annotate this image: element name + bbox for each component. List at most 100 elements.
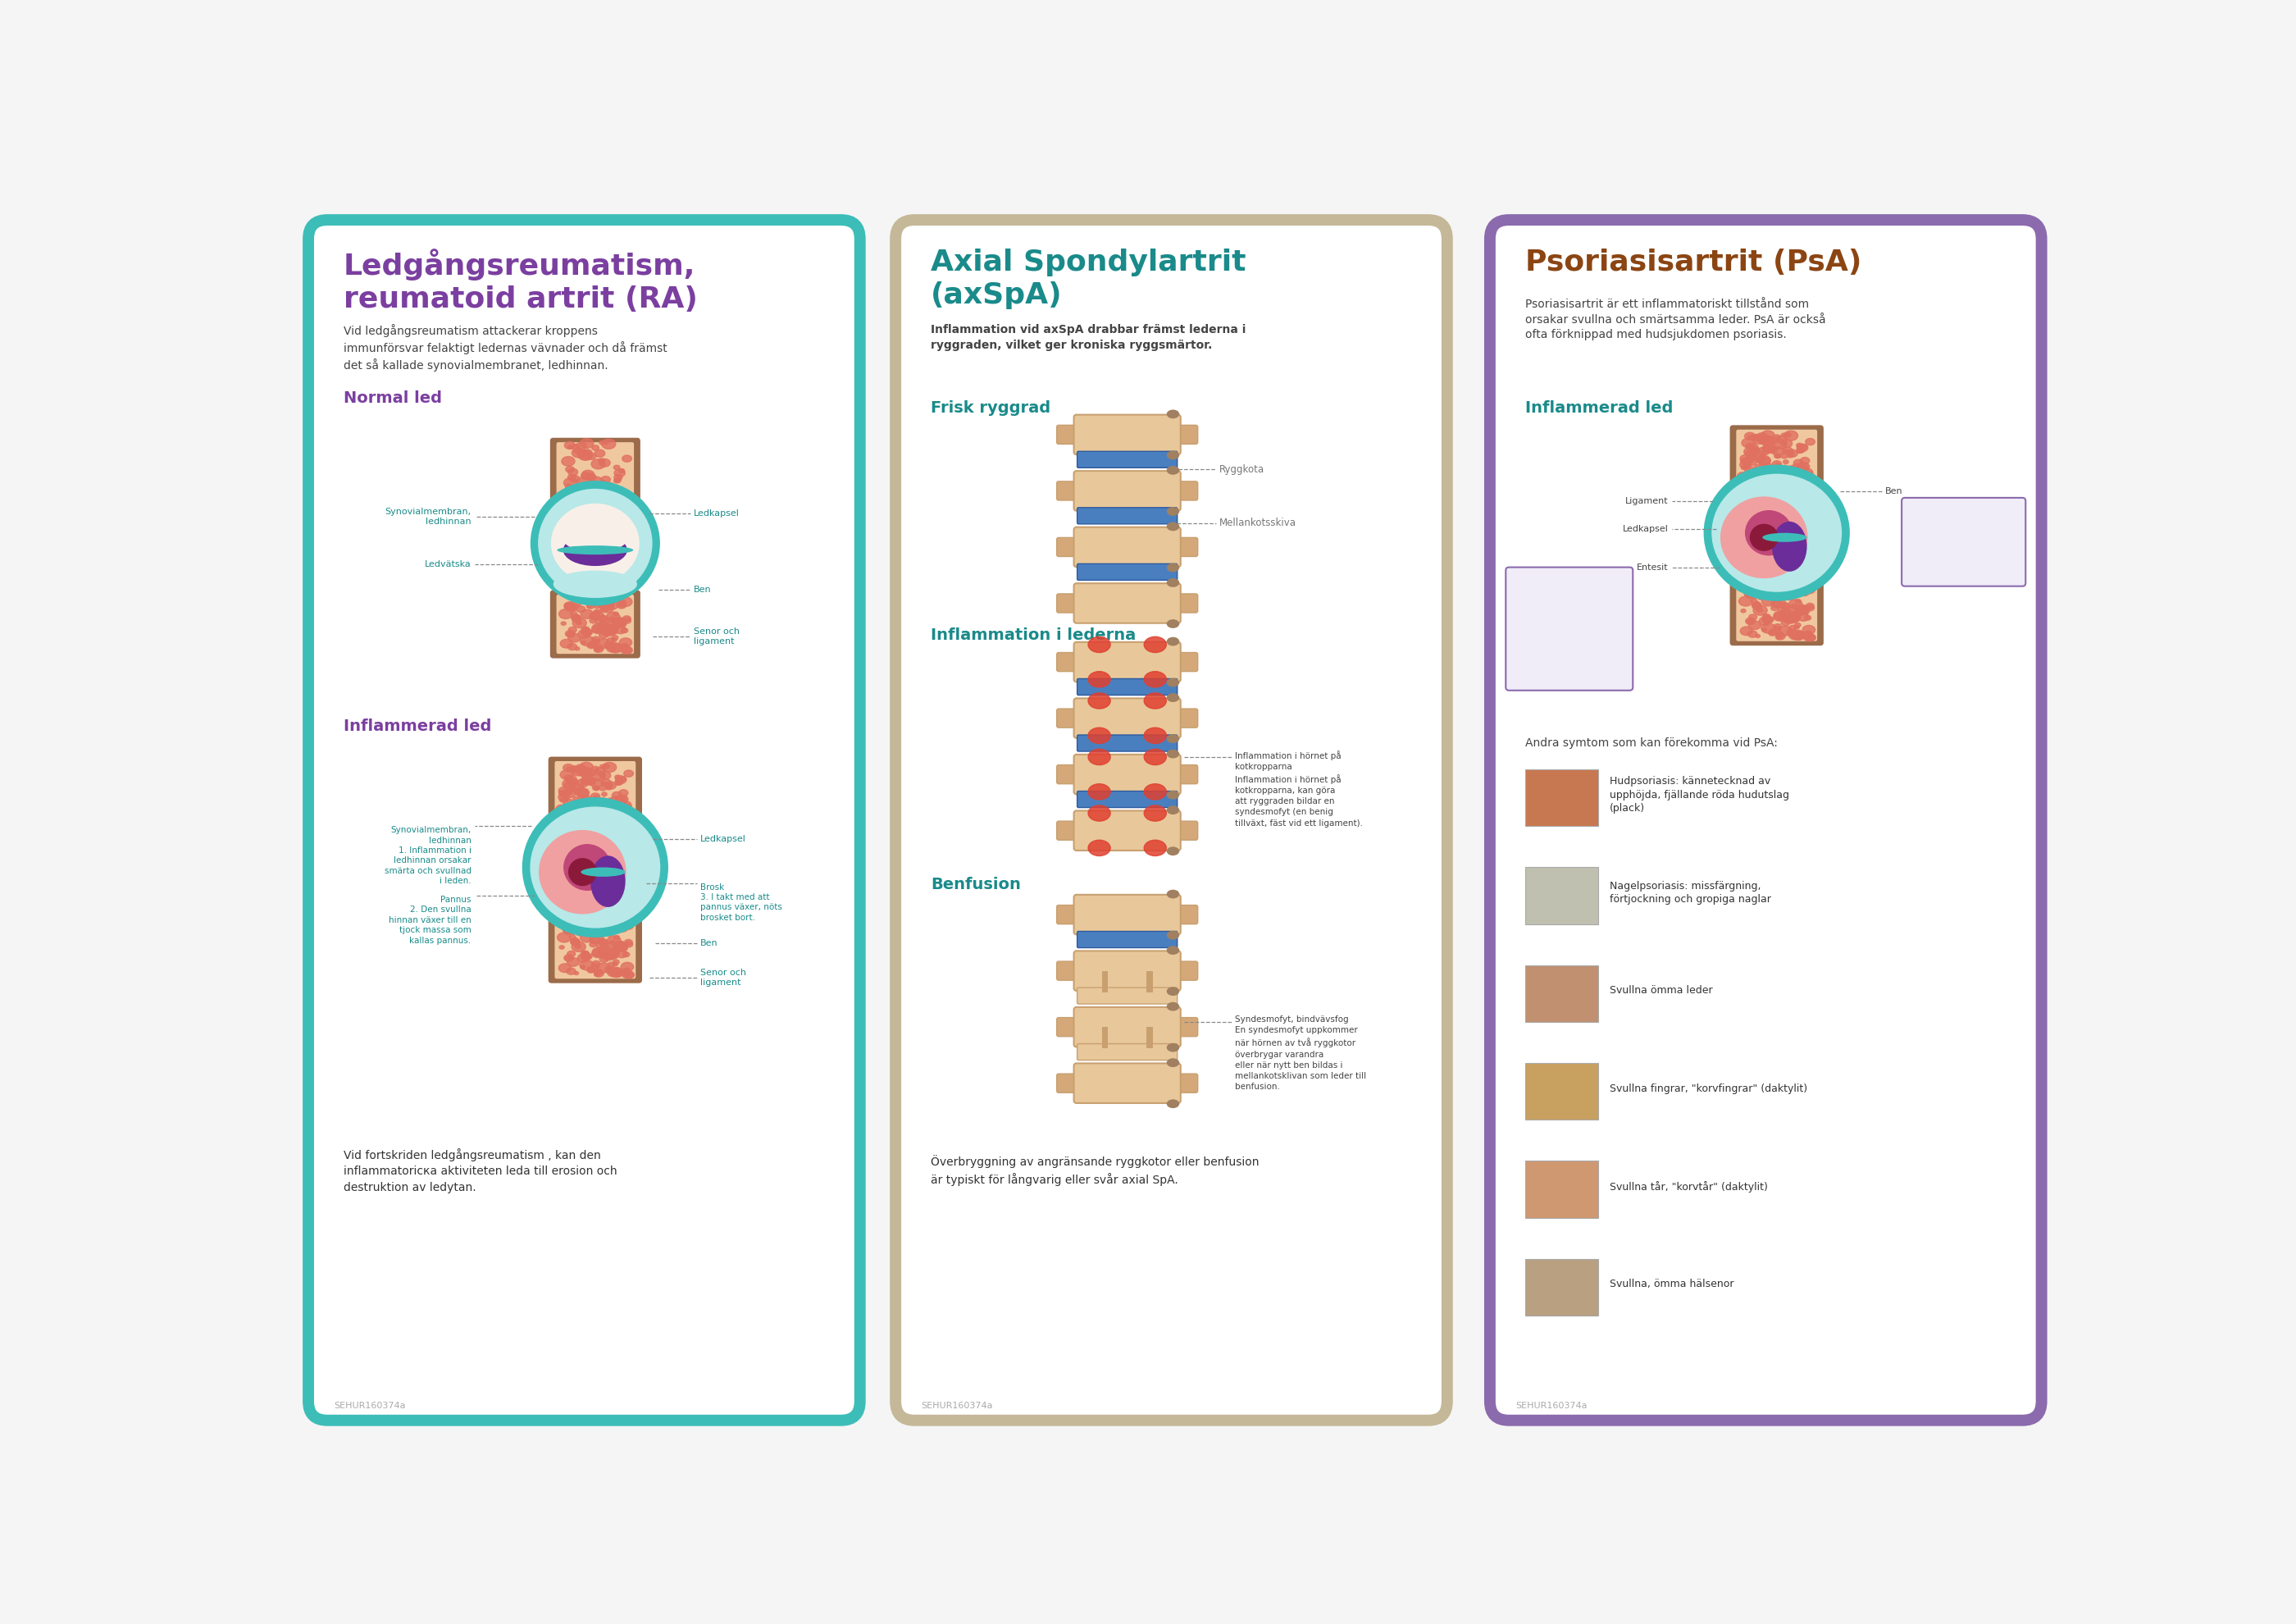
Ellipse shape: [592, 771, 606, 781]
Ellipse shape: [608, 806, 613, 809]
Ellipse shape: [1752, 469, 1759, 474]
Ellipse shape: [1750, 476, 1761, 484]
Ellipse shape: [1777, 604, 1791, 614]
Ellipse shape: [1143, 784, 1166, 799]
Ellipse shape: [592, 523, 604, 529]
Ellipse shape: [606, 952, 618, 960]
Ellipse shape: [1143, 693, 1166, 708]
Ellipse shape: [615, 950, 627, 958]
Ellipse shape: [567, 776, 576, 783]
Ellipse shape: [576, 929, 585, 935]
Ellipse shape: [622, 615, 631, 622]
FancyBboxPatch shape: [1056, 594, 1079, 612]
Ellipse shape: [615, 794, 629, 804]
Ellipse shape: [590, 815, 597, 820]
Ellipse shape: [1773, 435, 1779, 440]
Ellipse shape: [574, 646, 579, 650]
Ellipse shape: [565, 442, 574, 450]
Ellipse shape: [1779, 586, 1791, 596]
Ellipse shape: [558, 546, 634, 555]
Ellipse shape: [1791, 473, 1795, 476]
Ellipse shape: [563, 844, 611, 890]
Text: Svullna ömma leder: Svullna ömma leder: [1609, 986, 1713, 996]
Ellipse shape: [581, 934, 592, 942]
Ellipse shape: [615, 776, 627, 783]
Ellipse shape: [613, 810, 620, 815]
Ellipse shape: [563, 780, 576, 789]
Ellipse shape: [613, 960, 620, 965]
Ellipse shape: [1756, 434, 1768, 440]
Ellipse shape: [590, 806, 595, 809]
Ellipse shape: [1740, 466, 1747, 469]
Ellipse shape: [613, 635, 618, 640]
Ellipse shape: [592, 767, 599, 771]
Ellipse shape: [565, 789, 576, 797]
Ellipse shape: [558, 788, 569, 794]
Ellipse shape: [597, 922, 611, 932]
Ellipse shape: [572, 607, 576, 611]
Ellipse shape: [606, 948, 620, 958]
Ellipse shape: [1789, 609, 1802, 619]
Ellipse shape: [608, 922, 615, 927]
Ellipse shape: [563, 789, 572, 796]
Ellipse shape: [602, 952, 615, 960]
Ellipse shape: [608, 968, 625, 978]
Ellipse shape: [590, 942, 597, 947]
Ellipse shape: [579, 768, 592, 776]
Ellipse shape: [1720, 497, 1807, 578]
Ellipse shape: [556, 806, 567, 814]
Ellipse shape: [565, 502, 576, 510]
Ellipse shape: [615, 533, 625, 541]
Ellipse shape: [572, 939, 581, 945]
Ellipse shape: [618, 603, 627, 609]
Text: Benfusion: Benfusion: [930, 877, 1022, 892]
Ellipse shape: [620, 924, 627, 931]
Ellipse shape: [1795, 477, 1800, 481]
Ellipse shape: [592, 947, 606, 957]
Ellipse shape: [579, 762, 592, 771]
Text: Ben: Ben: [700, 939, 719, 947]
Ellipse shape: [588, 643, 595, 648]
Ellipse shape: [1750, 453, 1759, 460]
Ellipse shape: [567, 551, 579, 560]
Ellipse shape: [595, 615, 608, 625]
Ellipse shape: [590, 856, 625, 908]
Ellipse shape: [588, 927, 595, 932]
Ellipse shape: [611, 507, 620, 513]
Ellipse shape: [597, 599, 611, 609]
FancyBboxPatch shape: [1075, 755, 1180, 794]
Ellipse shape: [595, 645, 602, 651]
FancyBboxPatch shape: [551, 590, 641, 658]
Ellipse shape: [576, 477, 588, 486]
Ellipse shape: [581, 438, 595, 448]
Ellipse shape: [604, 641, 613, 648]
Ellipse shape: [604, 482, 615, 490]
Ellipse shape: [599, 632, 608, 638]
Ellipse shape: [606, 638, 613, 643]
Ellipse shape: [1754, 435, 1761, 442]
Ellipse shape: [560, 770, 574, 780]
Ellipse shape: [1740, 461, 1752, 469]
Ellipse shape: [602, 599, 615, 607]
Ellipse shape: [585, 604, 592, 607]
Ellipse shape: [1807, 471, 1814, 476]
Ellipse shape: [567, 633, 581, 641]
Ellipse shape: [1807, 603, 1814, 609]
Ellipse shape: [569, 786, 576, 793]
Ellipse shape: [1773, 624, 1782, 630]
FancyBboxPatch shape: [556, 594, 634, 654]
Ellipse shape: [604, 489, 611, 494]
Ellipse shape: [551, 503, 638, 583]
Ellipse shape: [1784, 460, 1789, 464]
Ellipse shape: [618, 799, 622, 802]
Ellipse shape: [579, 767, 590, 776]
Ellipse shape: [1088, 840, 1111, 856]
Ellipse shape: [602, 438, 615, 448]
Ellipse shape: [581, 776, 595, 784]
Ellipse shape: [581, 867, 625, 877]
Ellipse shape: [620, 942, 625, 945]
Text: Ligament: Ligament: [1626, 497, 1669, 505]
Ellipse shape: [592, 625, 604, 633]
FancyBboxPatch shape: [1102, 971, 1109, 992]
Ellipse shape: [625, 939, 631, 945]
